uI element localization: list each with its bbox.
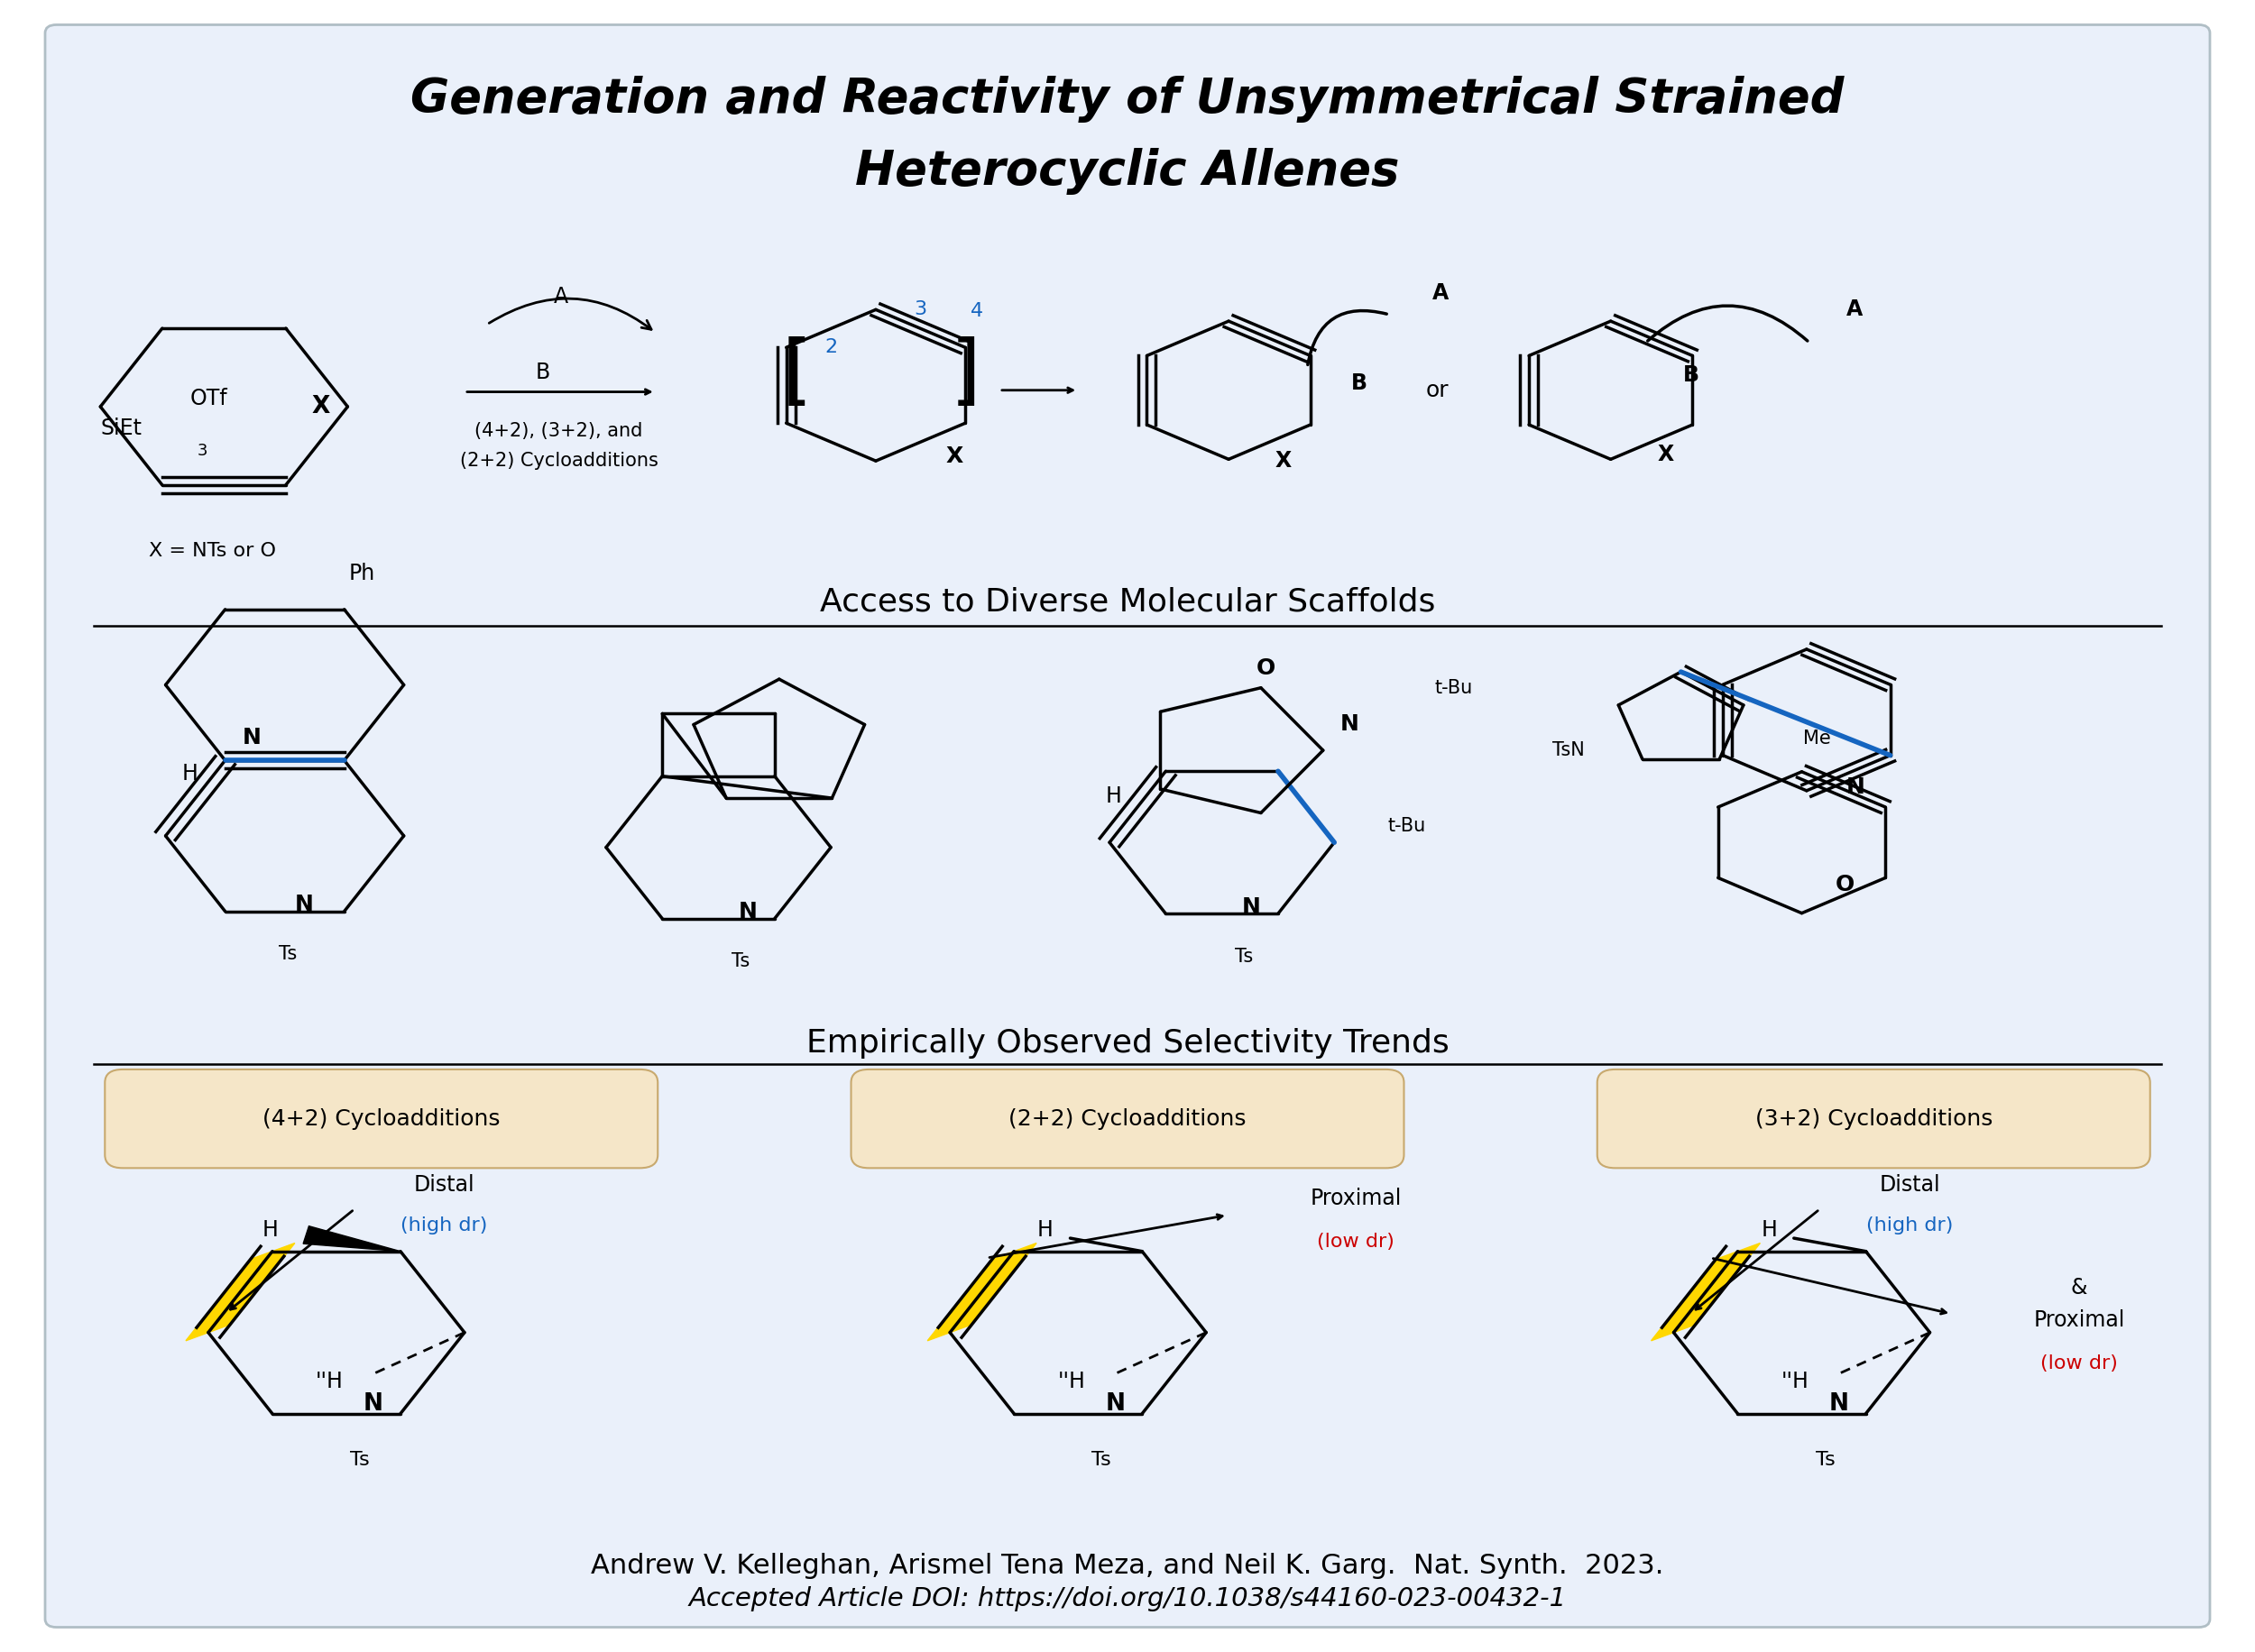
Text: Ts: Ts — [350, 1450, 370, 1469]
FancyBboxPatch shape — [850, 1069, 1405, 1168]
Text: Andrew V. Kelleghan, Arismel Tena Meza, and Neil K. Garg.  Nat. Synth.  2023.: Andrew V. Kelleghan, Arismel Tena Meza, … — [591, 1553, 1664, 1579]
Text: Generation and Reactivity of Unsymmetrical Strained: Generation and Reactivity of Unsymmetric… — [410, 76, 1845, 122]
Text: Ts: Ts — [280, 945, 298, 963]
Text: Accepted Article DOI: https://doi.org/10.1038/s44160-023-00432-1: Accepted Article DOI: https://doi.org/10… — [688, 1586, 1567, 1612]
Text: (high dr): (high dr) — [1867, 1216, 1953, 1234]
Text: O: O — [1836, 874, 1854, 895]
Text: H: H — [262, 1219, 277, 1241]
Text: (high dr): (high dr) — [401, 1216, 487, 1234]
Text: or: or — [1425, 380, 1450, 401]
Text: N: N — [1339, 714, 1360, 735]
Text: Ph: Ph — [350, 562, 374, 585]
Text: (4+2), (3+2), and: (4+2), (3+2), and — [476, 423, 643, 441]
Text: Ts: Ts — [1236, 947, 1254, 965]
Text: H: H — [1761, 1219, 1777, 1241]
Text: A: A — [555, 286, 568, 307]
Text: OTf: OTf — [189, 388, 228, 410]
Polygon shape — [1651, 1242, 1761, 1341]
Text: 4: 4 — [970, 302, 983, 320]
Text: Distal: Distal — [413, 1173, 476, 1196]
Text: X: X — [945, 444, 963, 468]
Text: ''H: ''H — [1058, 1371, 1085, 1393]
Text: Empirically Observed Selectivity Trends: Empirically Observed Selectivity Trends — [805, 1028, 1450, 1059]
FancyArrowPatch shape — [489, 299, 652, 329]
Polygon shape — [185, 1242, 295, 1341]
Text: Proximal: Proximal — [1310, 1188, 1400, 1209]
Text: N: N — [1847, 776, 1865, 798]
Text: B: B — [1682, 365, 1698, 387]
Text: N: N — [1243, 897, 1261, 919]
Text: Ts: Ts — [733, 952, 751, 970]
Text: O: O — [1256, 657, 1274, 679]
Text: (3+2) Cycloadditions: (3+2) Cycloadditions — [1754, 1108, 1993, 1130]
Text: H: H — [1037, 1219, 1053, 1241]
Text: ''H: ''H — [1781, 1371, 1809, 1393]
Text: (low dr): (low dr) — [2041, 1355, 2117, 1373]
Text: (2+2) Cycloadditions: (2+2) Cycloadditions — [1008, 1108, 1247, 1130]
Text: X: X — [1657, 443, 1673, 466]
Text: Proximal: Proximal — [2034, 1310, 2124, 1332]
Text: 3: 3 — [198, 443, 207, 459]
Text: N: N — [244, 727, 262, 748]
Text: ]: ] — [952, 337, 981, 411]
Text: Access to Diverse Molecular Scaffolds: Access to Diverse Molecular Scaffolds — [821, 586, 1434, 618]
Text: N: N — [1105, 1393, 1125, 1416]
FancyBboxPatch shape — [1597, 1069, 2149, 1168]
Text: 2: 2 — [825, 339, 837, 357]
Text: Me: Me — [1804, 730, 1831, 748]
Text: Distal: Distal — [1878, 1173, 1939, 1196]
Text: [: [ — [782, 337, 812, 411]
Text: H: H — [1105, 786, 1123, 808]
Text: SiEt: SiEt — [101, 418, 142, 439]
Text: H: H — [183, 763, 198, 785]
Polygon shape — [302, 1226, 401, 1251]
Text: (4+2) Cycloadditions: (4+2) Cycloadditions — [262, 1108, 501, 1130]
Text: N: N — [1829, 1393, 1849, 1416]
Text: A: A — [1847, 299, 1863, 320]
Text: Ts: Ts — [1091, 1450, 1112, 1469]
Text: Heterocyclic Allenes: Heterocyclic Allenes — [855, 149, 1400, 195]
Text: t-Bu: t-Bu — [1434, 679, 1473, 697]
Text: X = NTs or O: X = NTs or O — [149, 542, 277, 560]
Text: X: X — [311, 395, 329, 418]
Polygon shape — [927, 1242, 1037, 1341]
Text: 3: 3 — [913, 301, 927, 319]
Text: (2+2) Cycloadditions: (2+2) Cycloadditions — [460, 453, 658, 469]
Text: &: & — [2070, 1277, 2088, 1298]
Text: A: A — [1432, 282, 1450, 304]
Text: X: X — [1274, 449, 1292, 472]
Text: TsN: TsN — [1551, 742, 1585, 760]
Text: N: N — [737, 902, 758, 923]
Text: N: N — [295, 894, 313, 915]
Text: B: B — [537, 362, 550, 383]
Text: N: N — [363, 1393, 383, 1416]
Text: t-Bu: t-Bu — [1387, 818, 1425, 836]
FancyBboxPatch shape — [106, 1069, 658, 1168]
Text: (low dr): (low dr) — [1317, 1232, 1394, 1251]
Text: ''H: ''H — [316, 1371, 343, 1393]
Text: B: B — [1351, 373, 1367, 395]
Text: Ts: Ts — [1815, 1450, 1836, 1469]
